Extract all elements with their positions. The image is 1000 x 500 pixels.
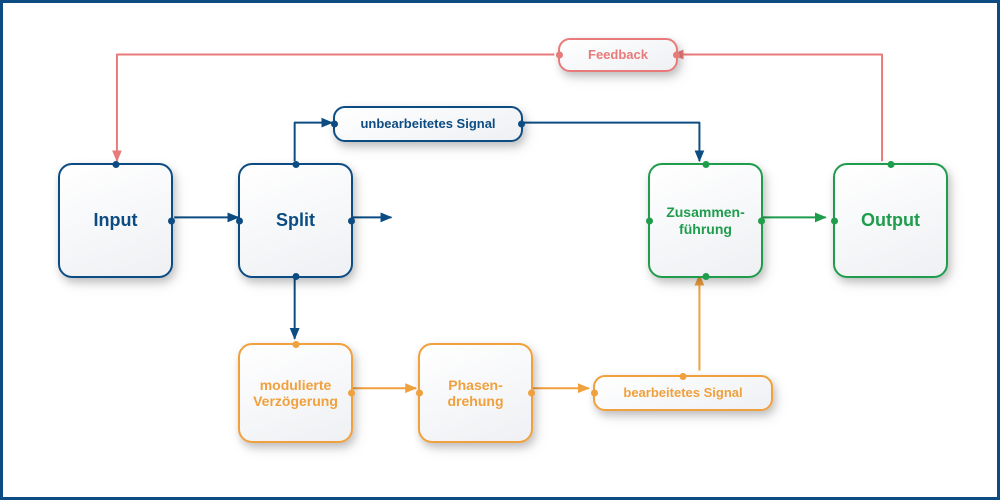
port-bearSignal-left [591, 390, 598, 397]
node-label-feedback: Feedback [588, 48, 648, 63]
edge-split-top-to-unb [295, 123, 333, 162]
node-label-output: Output [861, 210, 920, 231]
port-feedback-left [556, 52, 563, 59]
node-bearSignal: bearbeitetes Signal [593, 375, 773, 411]
node-input: Input [58, 163, 173, 278]
port-split-top [292, 161, 299, 168]
node-zusammen: Zusammen- führung [648, 163, 763, 278]
node-phasen: Phasen- drehung [418, 343, 533, 443]
port-input-top [112, 161, 119, 168]
port-input-right [168, 217, 175, 224]
port-zusammen-right [758, 217, 765, 224]
node-label-unbSignal: unbearbeitetes Signal [360, 117, 495, 132]
port-feedback-right [673, 52, 680, 59]
port-unbSignal-left [331, 121, 338, 128]
port-phasen-left [416, 390, 423, 397]
edge-unb-to-zusammen [520, 123, 700, 162]
node-split: Split [238, 163, 353, 278]
port-split-left [236, 217, 243, 224]
edge-output-to-feedback [673, 55, 882, 162]
port-zusammen-bottom [702, 273, 709, 280]
port-zusammen-left [646, 217, 653, 224]
port-split-right [348, 217, 355, 224]
port-modVerz-top [292, 341, 299, 348]
node-label-phasen: Phasen- drehung [448, 377, 504, 409]
port-bearSignal-top [680, 373, 687, 380]
port-split-bottom [292, 273, 299, 280]
node-label-bearSignal: bearbeitetes Signal [623, 386, 742, 401]
node-label-input: Input [94, 210, 138, 231]
diagram-frame: Input Split unbearbeitetes Signal Feedback Z… [0, 0, 1000, 500]
node-label-zusammen: Zusammen- führung [666, 204, 745, 236]
node-unbSignal: unbearbeitetes Signal [333, 106, 523, 142]
port-unbSignal-right [518, 121, 525, 128]
diagram-canvas: Input Split unbearbeitetes Signal Feedback Z… [23, 18, 977, 482]
port-modVerz-right [348, 390, 355, 397]
node-output: Output [833, 163, 948, 278]
port-output-left [831, 217, 838, 224]
node-modVerz: modulierte Verzögerung [238, 343, 353, 443]
node-label-split: Split [276, 210, 315, 231]
node-label-modVerz: modulierte Verzögerung [253, 377, 338, 409]
port-zusammen-top [702, 161, 709, 168]
port-phasen-right [528, 390, 535, 397]
port-output-top [887, 161, 894, 168]
node-feedback: Feedback [558, 38, 678, 72]
